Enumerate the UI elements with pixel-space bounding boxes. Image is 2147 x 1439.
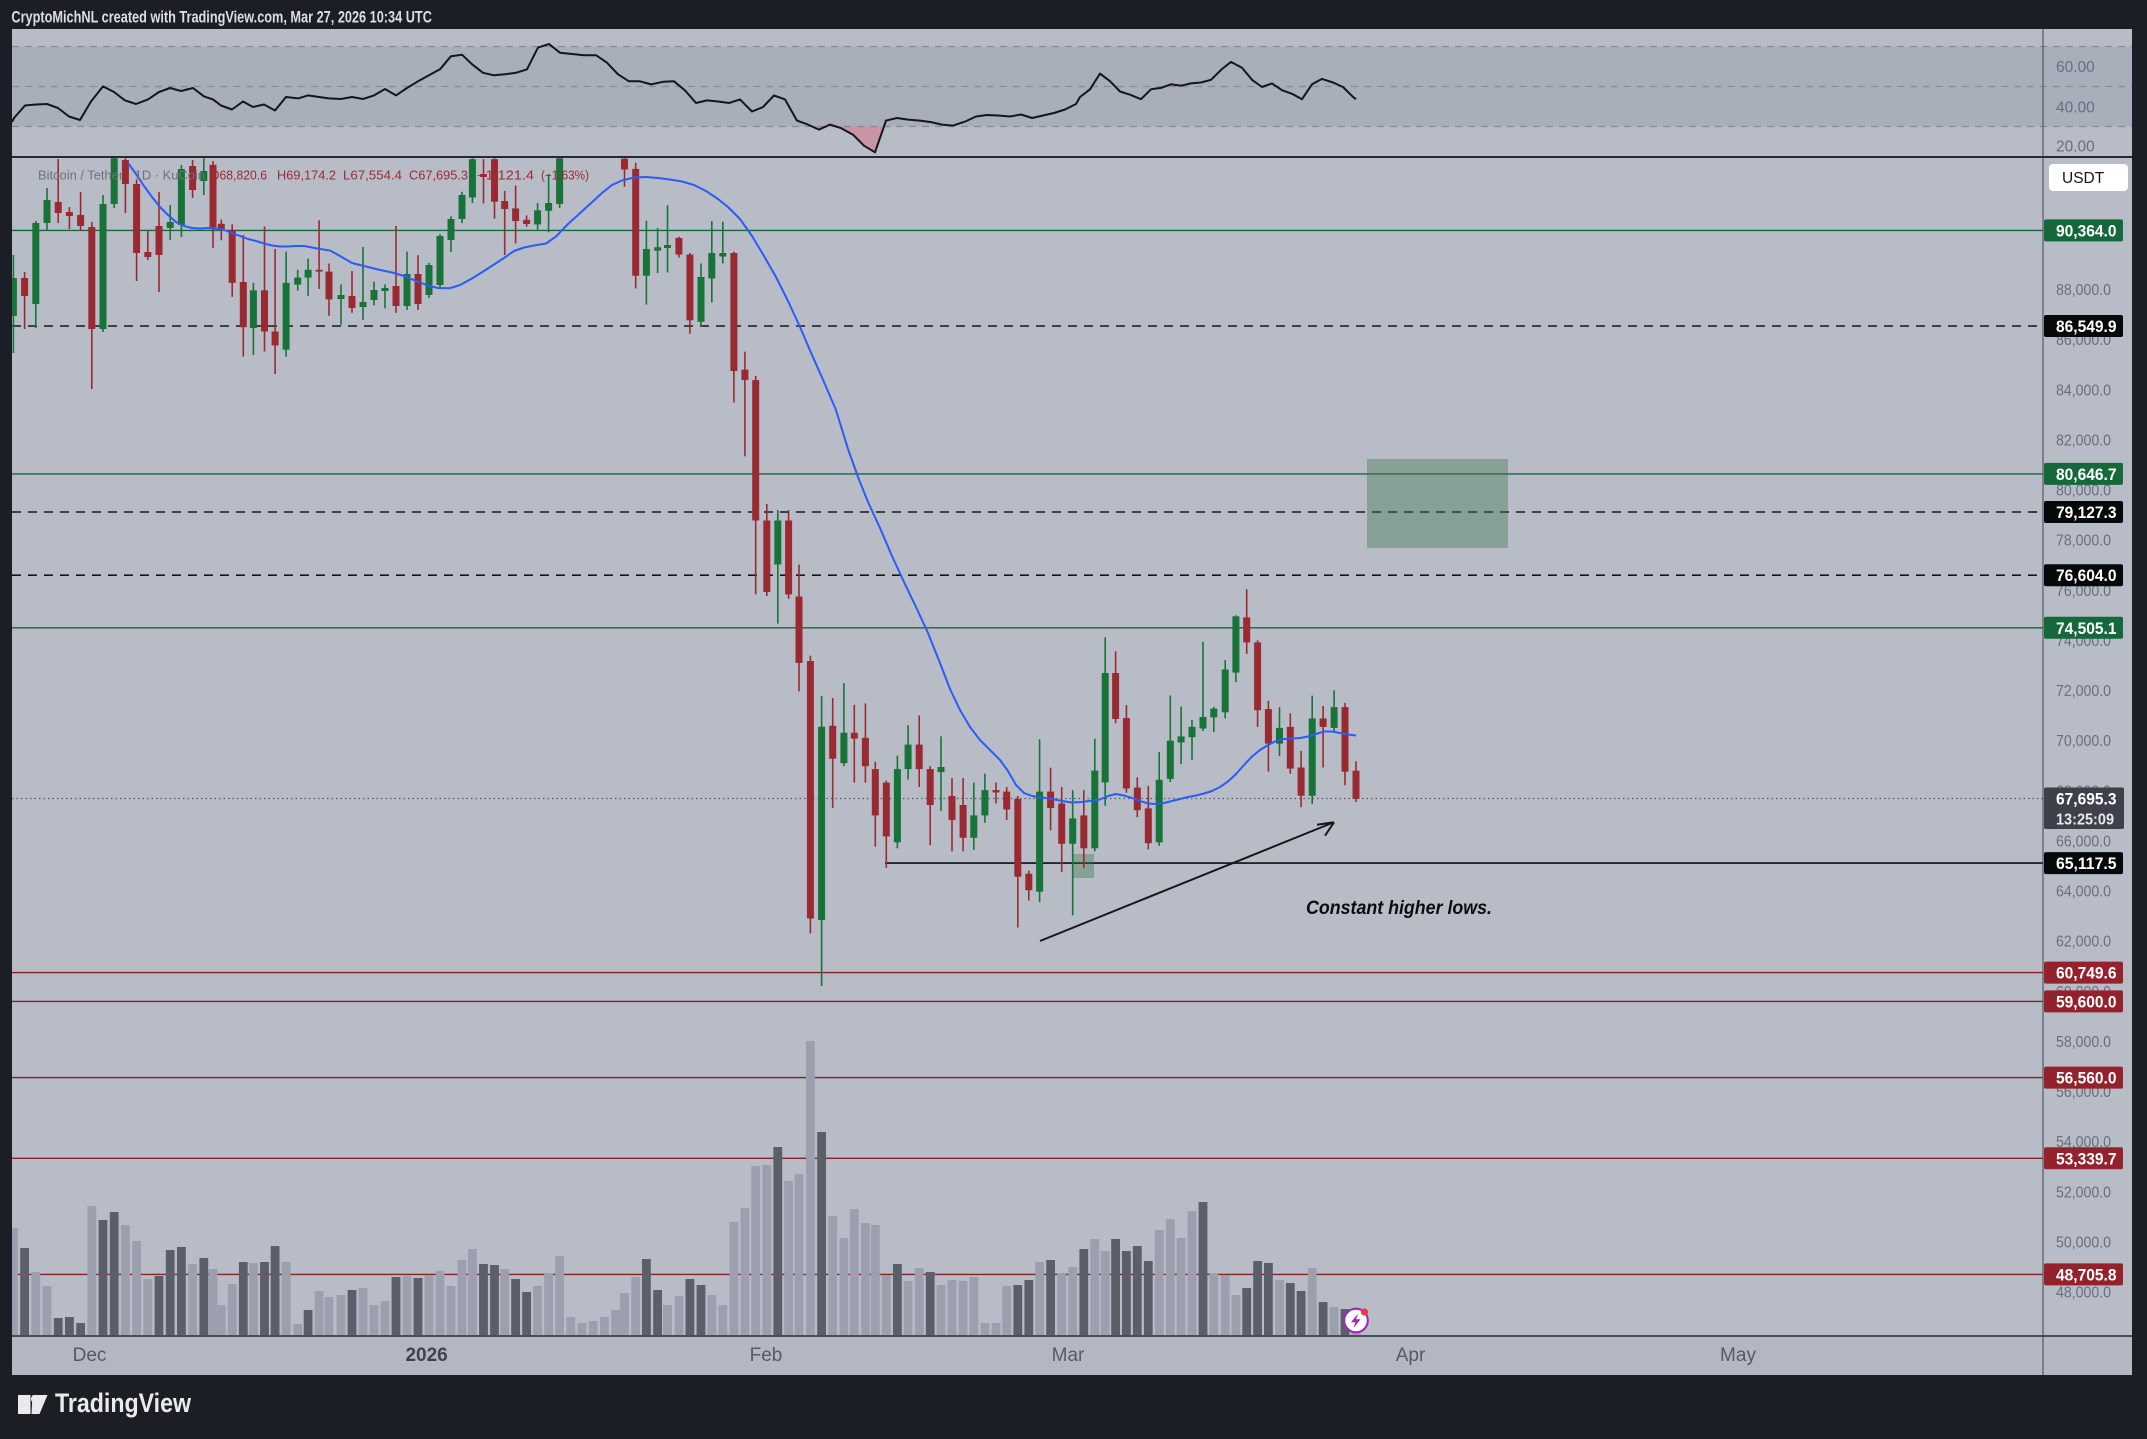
svg-text:50,000.0: 50,000.0 xyxy=(2056,1235,2111,1252)
svg-text:56,560.0: 56,560.0 xyxy=(2056,1070,2117,1088)
svg-text:USDT: USDT xyxy=(2062,170,2105,187)
svg-text:66,000.0: 66,000.0 xyxy=(2056,834,2111,851)
svg-text:72,000.0: 72,000.0 xyxy=(2056,683,2111,700)
svg-text:Constant higher lows.: Constant higher lows. xyxy=(1306,897,1492,919)
svg-text:53,339.7: 53,339.7 xyxy=(2056,1150,2117,1168)
svg-text:80,646.7: 80,646.7 xyxy=(2056,466,2117,484)
svg-text:67,695.3: 67,695.3 xyxy=(2056,791,2117,809)
svg-text:Mar: Mar xyxy=(1052,1345,1085,1366)
svg-text:84,000.0: 84,000.0 xyxy=(2056,382,2111,399)
svg-text:76,604.0: 76,604.0 xyxy=(2056,567,2117,585)
svg-text:−1,121.4: −1,121.4 xyxy=(477,169,534,183)
svg-text:Apr: Apr xyxy=(1396,1345,1426,1366)
svg-text:40.00: 40.00 xyxy=(2056,99,2095,116)
svg-text:62,000.0: 62,000.0 xyxy=(2056,934,2111,951)
svg-text:L67,554.4: L67,554.4 xyxy=(343,169,402,183)
svg-text:74,505.1: 74,505.1 xyxy=(2056,620,2117,638)
svg-text:90,364.0: 90,364.0 xyxy=(2056,222,2117,240)
svg-text:2026: 2026 xyxy=(405,1345,447,1366)
svg-text:60.00: 60.00 xyxy=(2056,59,2095,76)
svg-text:59,600.0: 59,600.0 xyxy=(2056,993,2117,1011)
svg-text:O68,820.6: O68,820.6 xyxy=(210,169,267,183)
svg-text:54,000.0: 54,000.0 xyxy=(2056,1134,2111,1151)
svg-text:(−1.63%): (−1.63%) xyxy=(541,169,589,183)
svg-text:88,000.0: 88,000.0 xyxy=(2056,282,2111,299)
svg-text:Feb: Feb xyxy=(750,1345,783,1366)
svg-text:52,000.0: 52,000.0 xyxy=(2056,1184,2111,1201)
svg-text:CryptoMichNL created with Trad: CryptoMichNL created with TradingView.co… xyxy=(11,8,432,27)
svg-text:82,000.0: 82,000.0 xyxy=(2056,433,2111,450)
svg-text:60,749.6: 60,749.6 xyxy=(2056,965,2117,983)
svg-text:78,000.0: 78,000.0 xyxy=(2056,533,2111,550)
svg-text:80,000.0: 80,000.0 xyxy=(2056,483,2111,500)
svg-text:58,000.0: 58,000.0 xyxy=(2056,1034,2111,1051)
svg-text:May: May xyxy=(1720,1345,1756,1366)
svg-text:20.00: 20.00 xyxy=(2056,139,2095,156)
svg-text:79,127.3: 79,127.3 xyxy=(2056,504,2117,522)
svg-text:Bitcoin / Tether · 1D · KuCoin: Bitcoin / Tether · 1D · KuCoin xyxy=(38,169,205,183)
svg-text:Dec: Dec xyxy=(73,1345,107,1366)
svg-text:64,000.0: 64,000.0 xyxy=(2056,884,2111,901)
svg-text:65,117.5: 65,117.5 xyxy=(2056,855,2117,873)
svg-text:H69,174.2: H69,174.2 xyxy=(277,169,336,183)
svg-text:86,549.9: 86,549.9 xyxy=(2056,318,2117,336)
svg-text:48,705.8: 48,705.8 xyxy=(2056,1266,2117,1284)
svg-text:48,000.0: 48,000.0 xyxy=(2056,1285,2111,1302)
svg-text:76,000.0: 76,000.0 xyxy=(2056,583,2111,600)
svg-text:TradingView: TradingView xyxy=(55,1388,191,1418)
svg-text:13:25:09: 13:25:09 xyxy=(2056,812,2114,829)
svg-text:70,000.0: 70,000.0 xyxy=(2056,733,2111,750)
svg-text:C67,695.3: C67,695.3 xyxy=(409,169,468,183)
